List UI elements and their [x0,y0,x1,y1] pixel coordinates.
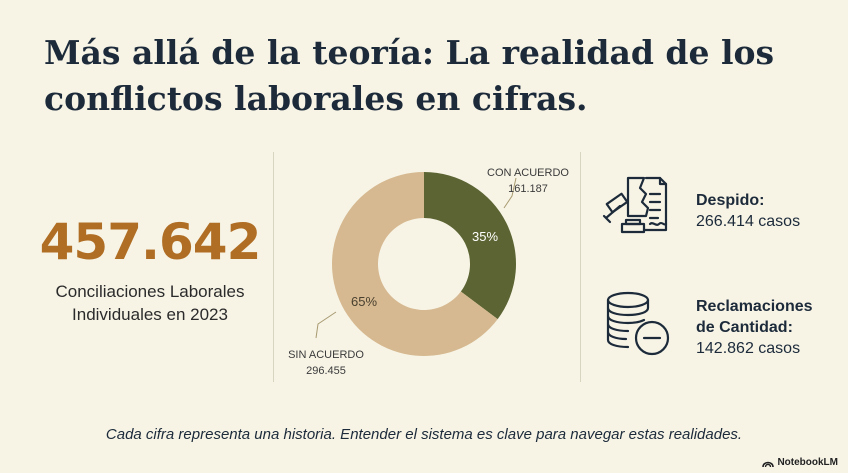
item-reclamaciones-title-line1: Reclamaciones [696,298,813,315]
total-stat-label-line1: Conciliaciones Laborales [55,282,245,301]
item-despido-value: 266.414 casos [696,213,801,230]
brand-badge: NotebookLM [762,457,838,468]
donut-chart: 35% 65% CON ACUERDO 161.187 SIN ACUERDO … [288,167,569,377]
total-stat-value: 457.642 [39,213,262,271]
value-label-sin-acuerdo: 296.455 [306,365,346,377]
total-stat: 457.642 Conciliaciones Laborales Individ… [30,212,270,326]
footer-caption: Cada cifra representa una historia. Ente… [105,426,743,443]
gavel-document-icon [600,172,670,242]
slice-sin-acuerdo [332,172,498,356]
page-title: Más allá de la teoría: La realidad de lo… [44,33,775,118]
item-despido: Despido: 266.414 casos [696,190,800,232]
category-label-con-acuerdo: CON ACUERDO [487,167,569,179]
total-stat-label: Conciliaciones Laborales Individuales en… [30,280,270,326]
total-stat-label-line2: Individuales en 2023 [72,305,228,324]
slice-con-acuerdo [424,172,516,320]
percent-label-con-acuerdo: 35% [472,229,498,244]
leader-line-sin-acuerdo [315,311,337,339]
item-reclamaciones: Reclamaciones de Cantidad: 142.862 casos [696,296,813,359]
category-label-sin-acuerdo: SIN ACUERDO [288,349,364,361]
item-reclamaciones-value: 142.862 casos [696,340,801,357]
value-label-con-acuerdo: 161.187 [508,183,548,195]
item-despido-title: Despido: [696,192,765,209]
brand-label: NotebookLM [777,457,838,468]
divider-left [273,152,274,382]
divider-right [580,152,581,382]
leader-line-con-acuerdo [503,177,517,209]
notebooklm-logo-icon [762,461,775,467]
percent-label-sin-acuerdo: 65% [351,294,377,309]
coins-minus-icon [602,288,674,360]
item-reclamaciones-title-line2: de Cantidad: [696,319,793,336]
